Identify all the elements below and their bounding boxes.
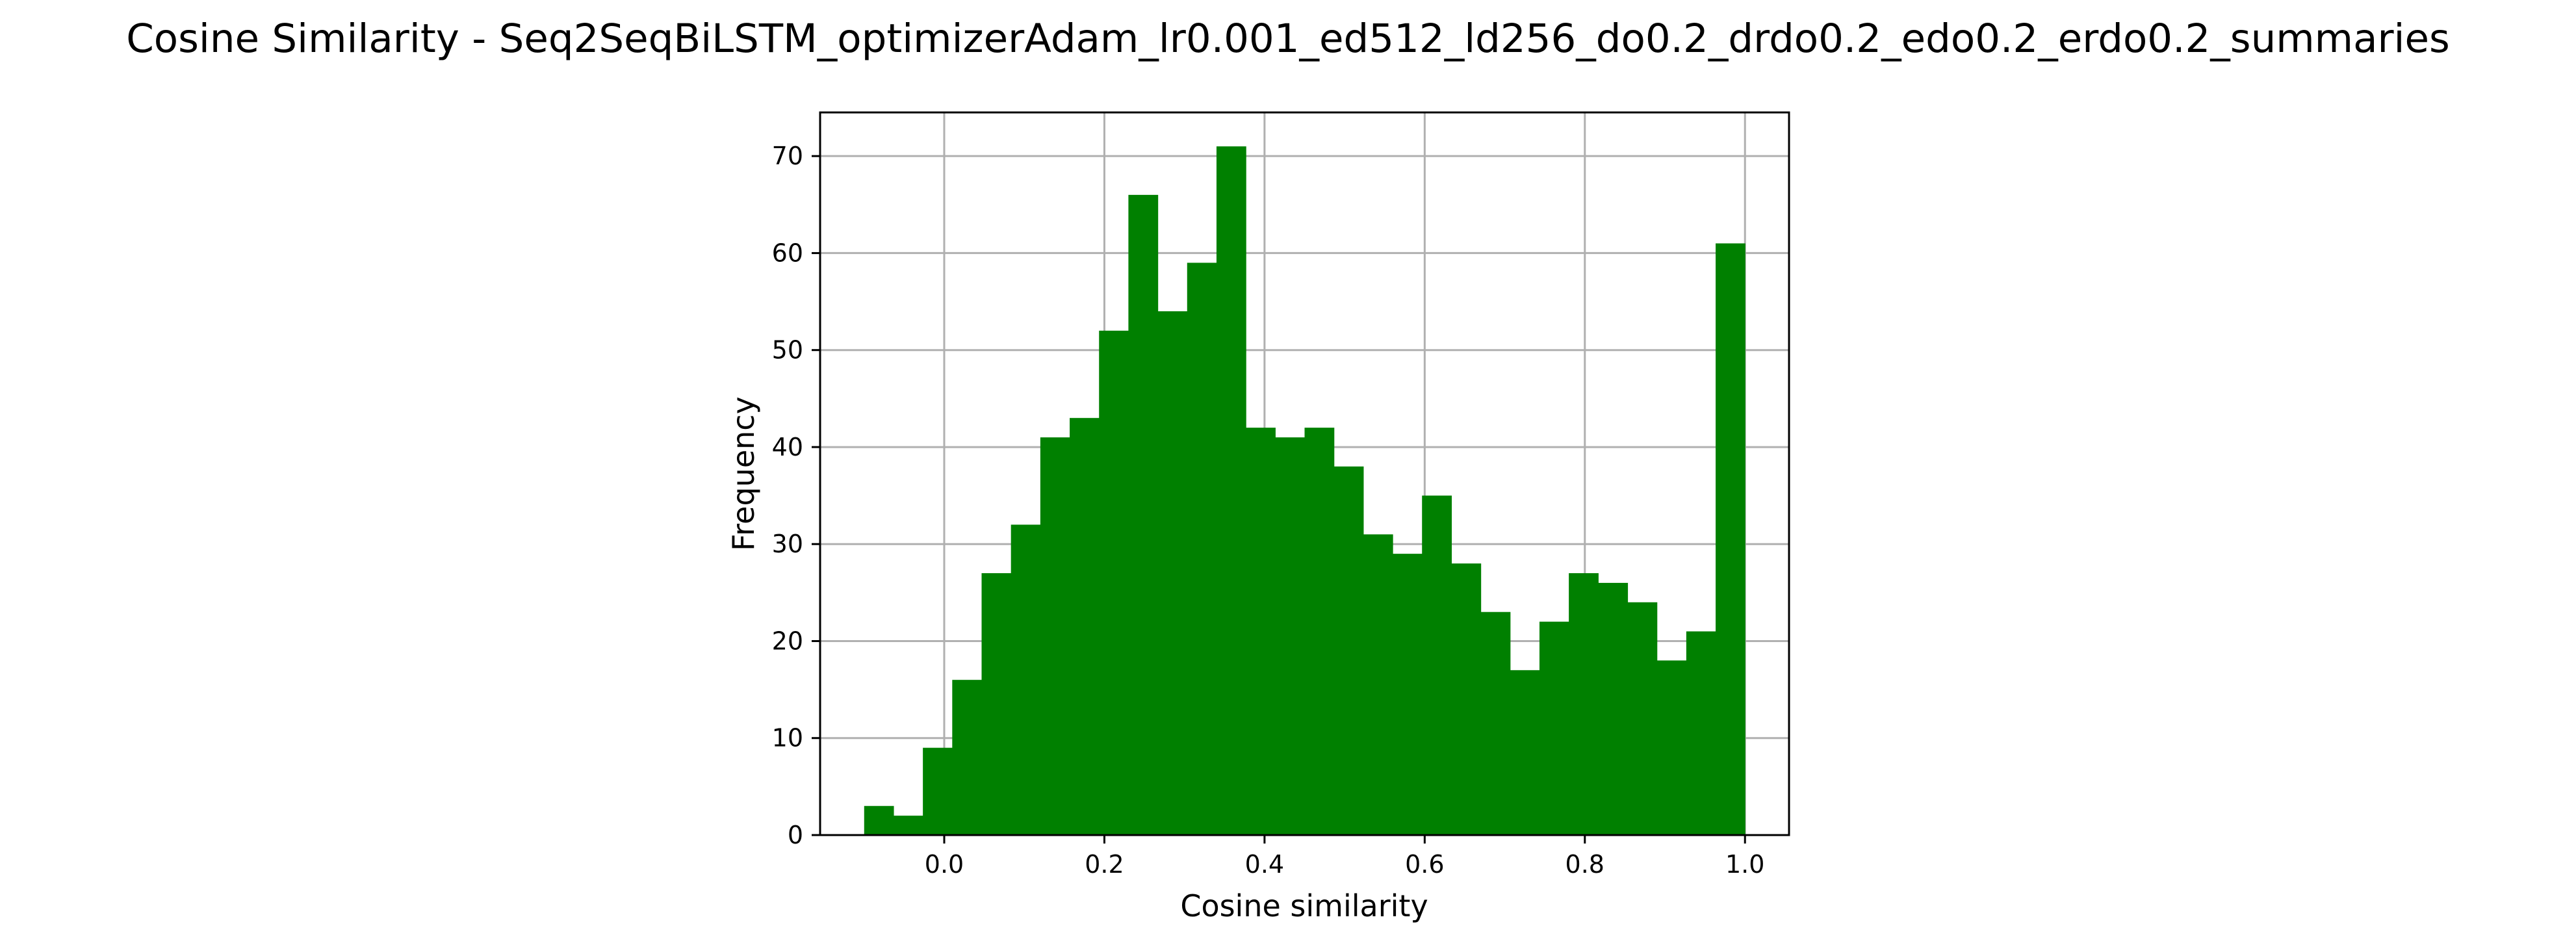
histogram-bar	[1216, 146, 1246, 836]
x-tick-label: 0.6	[1405, 850, 1444, 879]
histogram-bar	[1246, 428, 1276, 835]
histogram-bar	[1363, 534, 1393, 835]
histogram-bar	[1480, 612, 1511, 835]
y-tick-label: 20	[772, 626, 803, 655]
histogram-bar	[1510, 670, 1540, 835]
histogram-bar	[1187, 263, 1217, 835]
histogram-bar	[1539, 621, 1569, 835]
histogram-bar	[1686, 631, 1716, 835]
y-tick-label: 60	[772, 238, 803, 267]
histogram-bar	[1011, 524, 1041, 835]
y-tick-label: 40	[772, 433, 803, 461]
y-tick-label: 0	[788, 821, 803, 849]
y-tick-label: 10	[772, 724, 803, 753]
histogram-bar	[864, 806, 894, 835]
histogram-bar	[1304, 428, 1335, 835]
histogram-bar	[1040, 437, 1070, 835]
y-tick-label: 70	[772, 142, 803, 170]
x-tick-label: 0.2	[1085, 850, 1124, 879]
histogram-bar	[1157, 311, 1188, 835]
histogram-bar	[981, 573, 1012, 835]
histogram-bar	[1656, 660, 1687, 835]
x-axis-ticks: 0.0 0.2 0.4 0.6 0.8 1.0	[925, 835, 1764, 879]
histogram-bar	[1598, 582, 1629, 835]
histogram-bars	[864, 146, 1745, 836]
histogram-bar	[952, 680, 983, 835]
x-tick-label: 0.8	[1565, 850, 1604, 879]
histogram-bar	[1128, 194, 1159, 835]
y-tick-label: 30	[772, 530, 803, 558]
chart-title: Cosine Similarity - Seq2SeqBiLSTM_optimi…	[126, 16, 2450, 62]
histogram-bar	[1393, 554, 1423, 835]
y-axis-label: Frequency	[726, 396, 761, 551]
x-tick-label: 1.0	[1725, 850, 1764, 879]
histogram-bar	[1422, 495, 1452, 835]
histogram-bar	[923, 747, 953, 835]
x-tick-label: 0.0	[925, 850, 964, 879]
x-tick-label: 0.4	[1245, 850, 1284, 879]
histogram-bar	[1275, 437, 1306, 835]
histogram-bar	[1569, 573, 1599, 835]
histogram-bar	[1716, 243, 1745, 835]
x-axis-label: Cosine similarity	[1180, 888, 1428, 923]
y-tick-label: 50	[772, 336, 803, 365]
histogram-bar	[1451, 563, 1482, 835]
histogram-bar	[1333, 466, 1364, 835]
histogram-bar	[1627, 602, 1658, 835]
plot-frame	[819, 111, 1790, 836]
histogram-bar	[893, 816, 923, 835]
y-axis-ticks: 0 10 20 30 40 50 60 70	[772, 142, 820, 849]
histogram-bar	[1099, 330, 1129, 835]
histogram-bar	[1070, 418, 1100, 835]
